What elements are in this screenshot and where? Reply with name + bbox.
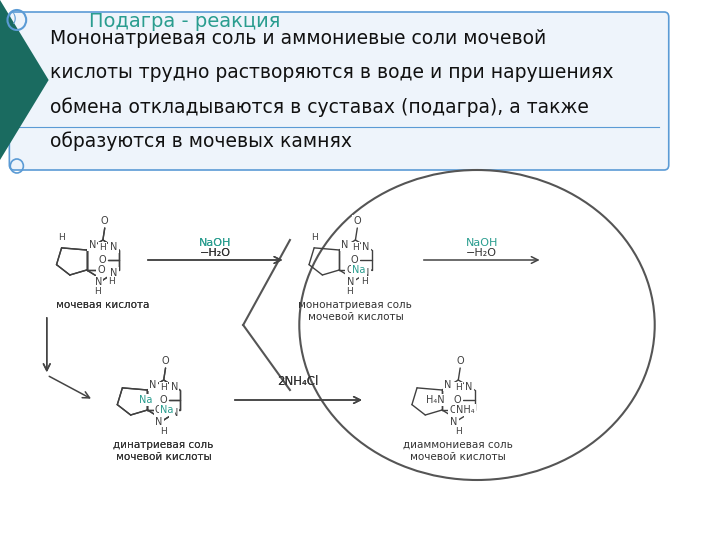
Text: O: O	[155, 405, 163, 415]
Text: N: N	[171, 382, 178, 392]
Text: мочевая кислота: мочевая кислота	[56, 300, 150, 310]
Text: динатриевая соль
мочевой кислоты: динатриевая соль мочевой кислоты	[114, 440, 214, 462]
Text: H: H	[108, 278, 115, 287]
Text: N: N	[109, 242, 117, 252]
Text: O: O	[162, 356, 169, 366]
Text: H: H	[99, 244, 106, 253]
Polygon shape	[0, 0, 49, 160]
Text: O: O	[162, 356, 169, 366]
Text: Подагра - реакция: Подагра - реакция	[89, 12, 280, 31]
Text: N: N	[341, 240, 348, 250]
Text: O: O	[449, 405, 457, 415]
Text: H: H	[161, 428, 167, 436]
Text: O: O	[98, 265, 105, 275]
Text: N: N	[109, 242, 117, 252]
Text: H: H	[311, 233, 318, 242]
Text: N: N	[109, 268, 117, 278]
Text: H₄N: H₄N	[426, 395, 444, 405]
Text: N: N	[362, 268, 369, 278]
Text: Na: Na	[161, 405, 174, 415]
Text: H: H	[160, 383, 167, 393]
Text: N: N	[89, 240, 96, 250]
Text: −H₂O: −H₂O	[199, 248, 230, 258]
Text: −H₂O: −H₂O	[466, 248, 498, 258]
Text: O: O	[99, 255, 106, 265]
Text: N: N	[171, 408, 178, 418]
Text: O: O	[159, 395, 167, 405]
Text: O: O	[456, 356, 464, 366]
Text: N: N	[156, 417, 163, 427]
Text: образуются в мочевых камнях: образуются в мочевых камнях	[50, 131, 351, 151]
Text: H: H	[94, 287, 101, 296]
Text: O: O	[159, 395, 167, 405]
Text: мочевая кислота: мочевая кислота	[56, 300, 150, 310]
Text: H: H	[346, 287, 354, 296]
Text: ): )	[12, 14, 17, 26]
Text: N: N	[465, 382, 472, 392]
Text: O: O	[155, 405, 163, 415]
Text: O: O	[354, 216, 361, 226]
Text: H: H	[94, 287, 101, 296]
Text: O: O	[98, 265, 105, 275]
Text: O: O	[351, 255, 359, 265]
Text: H: H	[161, 428, 167, 436]
Text: N: N	[362, 242, 369, 252]
Text: NH₄: NH₄	[456, 405, 474, 415]
Text: 2NH₄Cl: 2NH₄Cl	[276, 375, 318, 388]
Text: диаммониевая соль
мочевой кислоты: диаммониевая соль мочевой кислоты	[403, 440, 513, 462]
Text: H: H	[454, 383, 462, 393]
Text: H: H	[361, 278, 367, 287]
Text: H: H	[58, 233, 65, 242]
Text: O: O	[454, 395, 462, 405]
Text: N: N	[444, 380, 451, 390]
Text: N: N	[150, 380, 157, 390]
Text: 2NH₄Cl: 2NH₄Cl	[276, 375, 318, 388]
Text: N: N	[450, 417, 457, 427]
Text: H: H	[99, 244, 106, 253]
Text: N: N	[94, 277, 102, 287]
Text: H: H	[160, 383, 167, 393]
Text: H: H	[108, 278, 115, 287]
Polygon shape	[0, 230, 290, 390]
Text: O: O	[101, 216, 109, 226]
Text: Na: Na	[140, 395, 153, 405]
Text: NaOH: NaOH	[199, 238, 231, 248]
Text: Мононатриевая соль и аммониевые соли мочевой: Мононатриевая соль и аммониевые соли моч…	[50, 29, 546, 48]
Text: N: N	[156, 417, 163, 427]
Text: NaOH: NaOH	[466, 238, 498, 248]
Text: H: H	[455, 428, 462, 436]
Text: H: H	[352, 244, 359, 253]
Text: Na: Na	[140, 395, 153, 405]
Text: NaOH: NaOH	[199, 238, 231, 248]
Text: кислоты трудно растворяются в воде и при нарушениях: кислоты трудно растворяются в воде и при…	[50, 63, 613, 82]
Text: N: N	[171, 382, 178, 392]
Text: N: N	[171, 408, 178, 418]
Text: N: N	[150, 380, 157, 390]
Text: Na: Na	[352, 265, 366, 275]
Text: −H₂O: −H₂O	[199, 248, 230, 258]
Text: N: N	[109, 268, 117, 278]
Text: O: O	[346, 265, 354, 275]
Text: N: N	[465, 408, 472, 418]
Text: N: N	[89, 240, 96, 250]
FancyBboxPatch shape	[9, 12, 669, 170]
Text: N: N	[347, 277, 354, 287]
Text: H: H	[58, 233, 65, 242]
Text: O: O	[99, 255, 106, 265]
Text: мононатриевая соль
мочевой кислоты: мононатриевая соль мочевой кислоты	[299, 300, 413, 322]
Text: Na: Na	[161, 405, 174, 415]
Text: динатриевая соль
мочевой кислоты: динатриевая соль мочевой кислоты	[114, 440, 214, 462]
Text: N: N	[94, 277, 102, 287]
Text: обмена откладываются в суставах (подагра), а также: обмена откладываются в суставах (подагра…	[50, 97, 588, 117]
Text: O: O	[101, 216, 109, 226]
